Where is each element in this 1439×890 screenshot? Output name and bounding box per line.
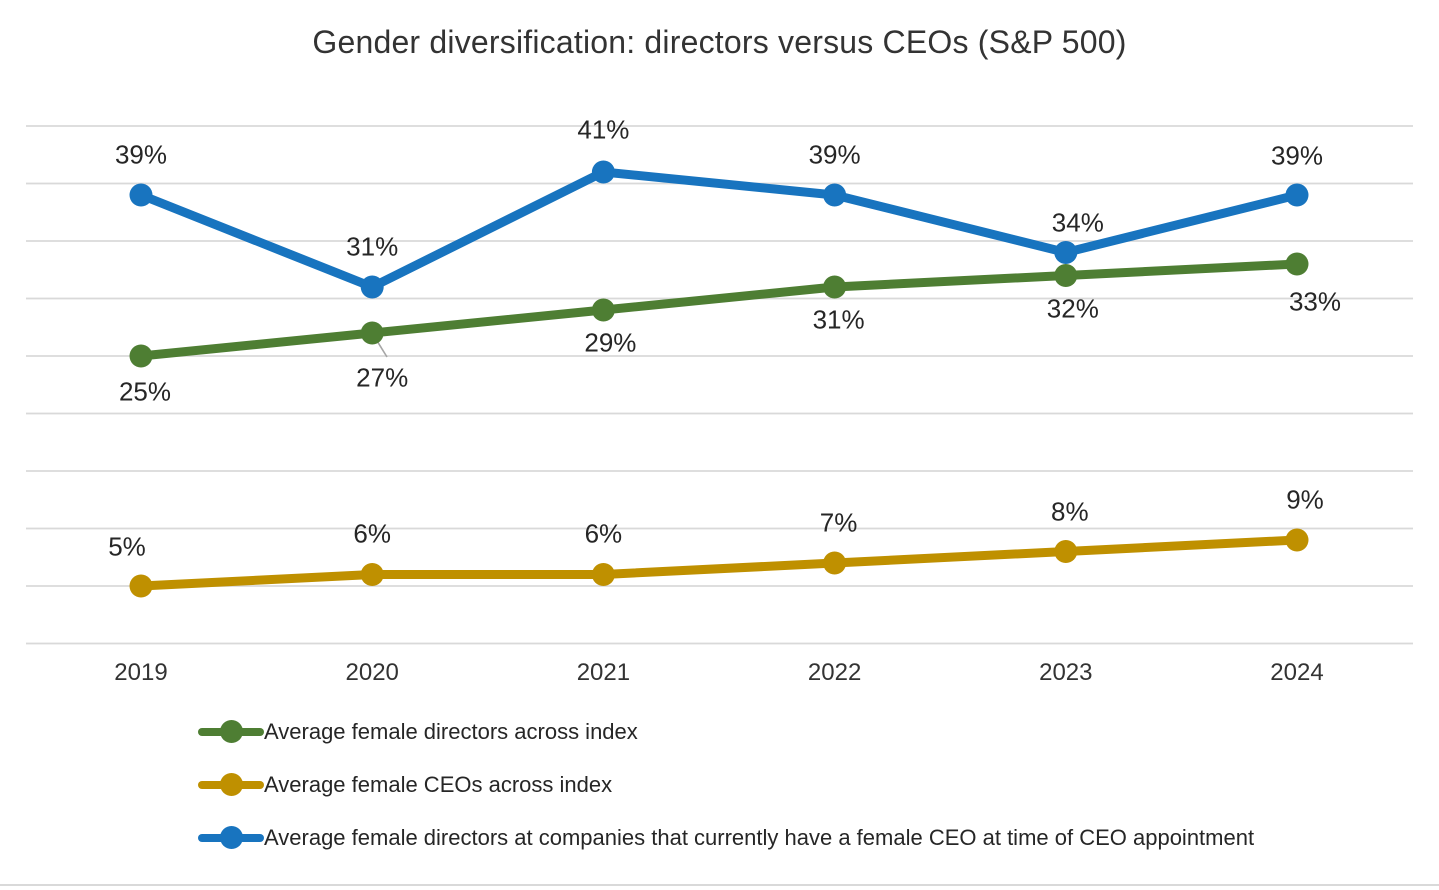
avg-female-directors-index-label-2023: 32% [1046,293,1099,323]
avg-female-directors-index-point-2024 [1285,252,1309,276]
avg-female-ceos-index-label-2024: 9% [1286,484,1324,515]
x-axis-label-2022: 2022 [807,659,862,686]
avg-female-directors-at-female-ceo-companies-point-2022 [823,183,847,207]
avg-female-directors-at-female-ceo-companies-label-2019: 39% [114,139,168,170]
avg-female-directors-index-label-2022: 31% [812,304,865,335]
avg-female-ceos-index-point-2024 [1285,528,1309,552]
legend-marker-line-dot-icon [198,718,264,745]
avg-female-directors-index-point-2022 [823,275,847,299]
legend-label: Average female directors across index [264,719,638,744]
avg-female-ceos-index-point-2022 [823,551,847,575]
avg-female-directors-index-label-2024: 33% [1288,286,1342,317]
avg-female-directors-index-label-2020: 27% [356,362,409,393]
series-line-avg-female-directors-at-female-ceo-companies [136,167,1302,292]
x-axis-label-2020: 2020 [345,659,399,686]
avg-female-directors-at-female-ceo-companies-point-2019 [129,183,153,207]
avg-female-directors-index-point-2020 [360,321,384,345]
chart-title: Gender diversification: directors versus… [312,24,1127,60]
avg-female-ceos-index-point-2023 [1054,540,1078,563]
avg-female-ceos-index-point-2019 [129,574,153,598]
legend-marker-line-dot-icon [198,824,264,851]
legend-item-avg-female-ceos-index: Average female CEOs across index [198,771,612,799]
avg-female-directors-at-female-ceo-companies-point-2020 [360,275,384,299]
avg-female-directors-at-female-ceo-companies-label-2020: 31% [346,231,399,262]
legend-item-avg-female-directors-at-female-ceo-companies: Average female directors at companies th… [198,824,1254,852]
avg-female-directors-at-female-ceo-companies-point-2023 [1054,241,1078,264]
x-axis-label-2019: 2019 [114,659,168,686]
avg-female-directors-at-female-ceo-companies-label-2024: 39% [1270,140,1324,171]
x-axis-label-2024: 2024 [1270,659,1324,686]
avg-female-ceos-index-label-2023: 8% [1051,496,1089,526]
avg-female-ceos-index-label-2019: 5% [108,531,146,562]
avg-female-ceos-index-label-2021: 6% [584,518,623,548]
avg-female-directors-index-point-2023 [1054,264,1078,287]
avg-female-ceos-index-point-2020 [360,563,384,586]
x-axis-label-2023: 2023 [1039,659,1093,686]
avg-female-directors-at-female-ceo-companies-point-2024 [1285,183,1309,207]
legend-item-avg-female-directors-index: Average female directors across index [198,718,638,746]
avg-female-directors-at-female-ceo-companies-label-2021: 41% [577,114,630,145]
x-axis-label-2021: 2021 [576,659,631,686]
avg-female-directors-at-female-ceo-companies-point-2021 [591,160,615,184]
avg-female-ceos-index-label-2020: 6% [353,518,391,548]
avg-female-directors-at-female-ceo-companies-label-2022: 39% [808,139,861,170]
legend-label: Average female CEOs across index [264,772,613,797]
bottom-divider [0,884,1439,886]
series-line-avg-female-ceos-index [136,535,1302,591]
avg-female-ceos-index-point-2021 [591,563,615,586]
avg-female-directors-index-point-2019 [129,344,153,368]
avg-female-directors-index-point-2021 [591,298,615,322]
avg-female-directors-at-female-ceo-companies-label-2023: 34% [1051,207,1104,237]
avg-female-directors-index-label-2021: 29% [584,327,637,358]
avg-female-ceos-index-label-2022: 7% [819,507,858,538]
series-line-avg-female-directors-index [136,259,1302,361]
legend-label: Average female directors at companies th… [264,825,1255,850]
avg-female-directors-index-label-2019: 25% [118,376,172,407]
legend-marker-line-dot-icon [198,771,264,798]
